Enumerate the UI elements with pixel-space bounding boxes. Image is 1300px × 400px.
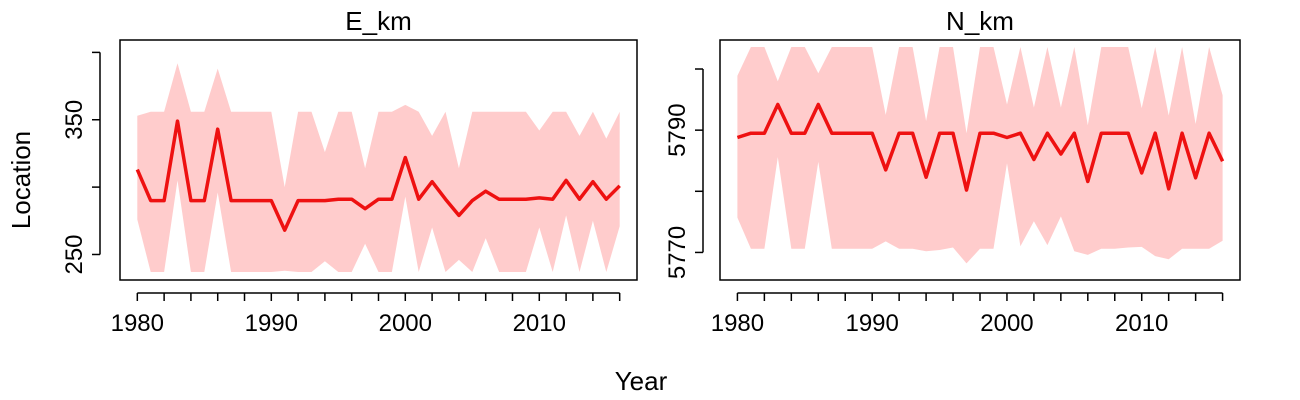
y-tick-label: 250 <box>61 234 88 274</box>
series-line <box>135 119 621 232</box>
y-tick-label: 350 <box>61 100 88 140</box>
y-tick-label: 5790 <box>664 103 691 156</box>
y-axis-label: Location <box>6 131 36 229</box>
x-tick-label: 2000 <box>379 310 432 337</box>
x-tick-label: 1980 <box>111 310 164 337</box>
x-axis-label: Year <box>615 366 668 396</box>
x-tick-label: 1990 <box>845 310 898 337</box>
confidence-band <box>737 47 1223 264</box>
confidence-band <box>137 63 620 273</box>
panel-n-km: N_km 1980 1990 2000 2010 5770 5790 <box>664 6 1241 337</box>
panel-e-km: E_km 1980 1990 2000 2010 250 350 <box>61 6 638 337</box>
panel-title: N_km <box>946 6 1014 36</box>
plot-frame <box>119 39 638 281</box>
series-line <box>736 102 1225 192</box>
x-tick-label: 1990 <box>245 310 298 337</box>
x-tick-label: 1980 <box>711 310 764 337</box>
y-tick-label: 5770 <box>664 226 691 279</box>
x-tick-label: 2010 <box>1115 310 1168 337</box>
panel-title: E_km <box>345 6 411 36</box>
x-tick-label: 2000 <box>980 310 1033 337</box>
x-tick-label: 2010 <box>513 310 566 337</box>
plot-frame <box>719 39 1241 281</box>
